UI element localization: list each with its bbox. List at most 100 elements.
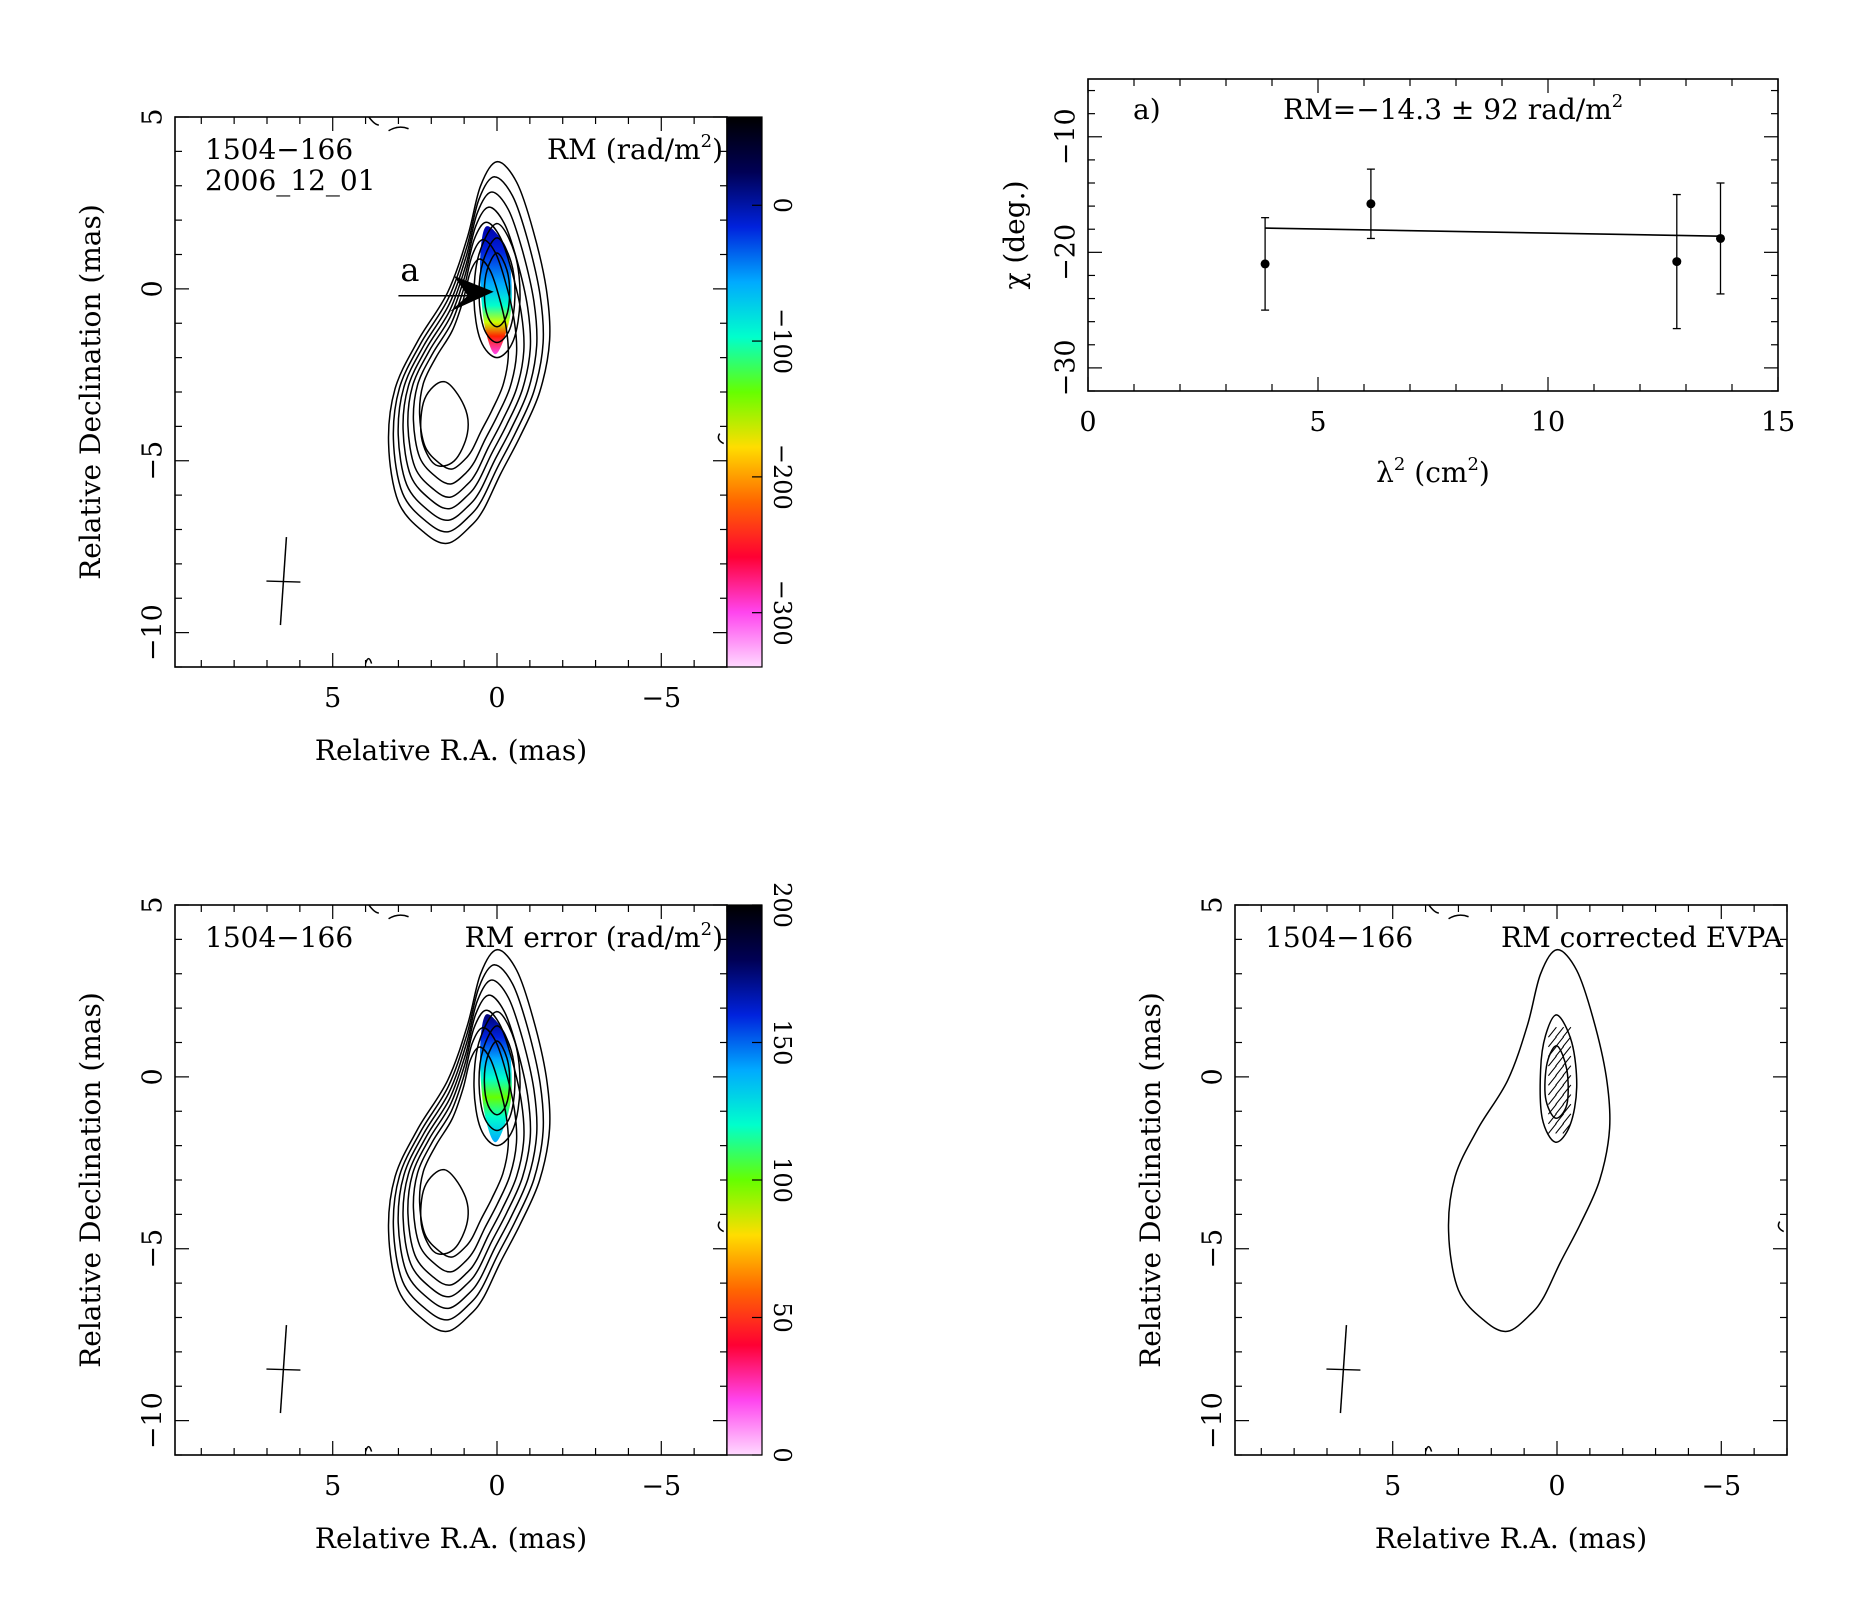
edge-artifact — [364, 1445, 373, 1452]
contour-line — [473, 1010, 521, 1147]
evpa-vector — [1562, 1094, 1572, 1105]
contour-line — [473, 222, 521, 359]
chart-rm-map: 5 0 −5 5 0 −5 −10 Relative R.A. (mas) Relative D… — [74, 108, 796, 767]
edge-artifact — [1428, 905, 1439, 914]
evpa-vector — [1562, 1084, 1572, 1096]
arrow-label: a — [400, 251, 419, 289]
x-axis-label: Relative R.A. (mas) — [315, 734, 587, 767]
map-content — [266, 905, 725, 1452]
y-tick-label: −10 — [1051, 108, 1082, 165]
evpa-vector — [1547, 1065, 1557, 1077]
chart-rm-fit: 0 5 10 15−10−20−30a) RM=−14.3 ± 92 rad/m2λ2 … — [998, 78, 1795, 489]
contour-line — [418, 258, 510, 470]
edge-artifact — [388, 126, 409, 132]
evpa-vector — [1547, 1046, 1557, 1057]
beam-minor-axis — [266, 1368, 301, 1371]
colorbar-tick-label: −200 — [768, 444, 796, 510]
contour-line — [1539, 1014, 1578, 1143]
edge-artifact — [368, 117, 379, 126]
x-axis-label-text: λ — [1376, 456, 1394, 489]
evpa-vector — [1547, 1036, 1557, 1048]
evpa-vector — [1562, 1036, 1572, 1048]
colorbar-tick-label: 100 — [768, 1157, 796, 1203]
evpa-vector — [1555, 1094, 1565, 1105]
evpa-vector — [1555, 1046, 1565, 1057]
contour-line — [483, 252, 511, 328]
y-tick-label: 0 — [138, 1068, 169, 1085]
edge-artifact — [364, 657, 373, 664]
evpa-vector — [1555, 1084, 1565, 1096]
y-tick-label: 0 — [1198, 1068, 1229, 1085]
date-label: 2006_12_01 — [205, 164, 376, 197]
quantity-text: RM error (rad/m — [465, 921, 701, 954]
contour-line — [392, 176, 545, 533]
edge-artifact — [717, 433, 725, 445]
x-tick-label: 0 — [488, 683, 505, 714]
evpa-vector — [1547, 1074, 1557, 1086]
x-tick-label: 0 — [488, 1471, 505, 1502]
contour-line — [483, 1040, 511, 1116]
x-tick-label: −5 — [1701, 1471, 1741, 1502]
evpa-vector — [1555, 1026, 1565, 1038]
source-label: 1504−166 — [1265, 921, 1413, 954]
y-tick-label: 5 — [1198, 896, 1229, 913]
data-point — [1716, 233, 1725, 243]
plot-frame — [1087, 78, 1779, 392]
edge-artifact — [717, 1221, 725, 1233]
evpa-vector — [1547, 1026, 1557, 1038]
contour-line — [419, 380, 469, 467]
plot-frame — [174, 904, 728, 1456]
rm-annotation-text: RM=−14.3 ± 92 rad/m — [1283, 93, 1612, 126]
quantity-close: ) — [712, 133, 723, 166]
evpa-vector — [1555, 1113, 1565, 1125]
evpa-vector — [1562, 1026, 1572, 1038]
x-axis-label-close: ) — [1479, 456, 1490, 489]
evpa-vector — [1547, 1094, 1557, 1105]
source-label: 1504−166 — [205, 921, 353, 954]
contour-line — [478, 1025, 516, 1132]
evpa-vector — [1547, 1123, 1557, 1134]
y-tick-label: 5 — [138, 108, 169, 125]
map-content — [266, 117, 725, 664]
y-tick-label: −5 — [138, 1229, 169, 1269]
fit-line — [1265, 227, 1721, 237]
x-axis-label-unit: (cm — [1405, 456, 1467, 489]
evpa-vector — [1547, 1055, 1557, 1067]
arrow-head — [449, 275, 494, 312]
contour-line — [387, 160, 551, 545]
evpa-vector — [1555, 1074, 1565, 1086]
contour-line — [402, 994, 532, 1298]
x-axis-label: Relative R.A. (mas) — [1375, 1522, 1647, 1555]
source-label: 1504−166 — [205, 133, 353, 166]
evpa-vector — [1562, 1065, 1572, 1077]
evpa-vector — [1547, 1084, 1557, 1096]
edge-artifact — [368, 905, 379, 914]
y-tick-label: −10 — [138, 1392, 169, 1449]
evpa-vector — [1562, 1103, 1572, 1115]
quantity-text: RM corrected EVPA — [1501, 921, 1784, 954]
x-tick-label: 5 — [324, 683, 341, 714]
x-tick-label: −5 — [641, 1471, 681, 1502]
contour-line — [407, 221, 525, 498]
x-tick-label: 5 — [1309, 407, 1326, 438]
colorbar-tick-label: −100 — [768, 308, 796, 374]
quantity-superscript: 2 — [701, 131, 712, 152]
quantity-label: RM (rad/m2) — [547, 131, 723, 166]
contour-line — [412, 238, 518, 485]
contour-line — [1447, 948, 1611, 1333]
y-tick-label: −5 — [1198, 1229, 1229, 1269]
contour-line — [402, 206, 532, 510]
quantity-superscript: 2 — [701, 919, 712, 940]
quantity-close: ) — [712, 921, 723, 954]
y-tick-label: −5 — [138, 441, 169, 481]
y-tick-label: −10 — [138, 604, 169, 661]
quantity-label: RM corrected EVPA — [1501, 921, 1784, 954]
colorbar-tick-label: 150 — [768, 1020, 796, 1066]
panel-label: a) — [1133, 93, 1161, 126]
evpa-vector — [1547, 1103, 1557, 1115]
rm-annotation: RM=−14.3 ± 92 rad/m2 — [1283, 91, 1623, 126]
y-tick-label: −20 — [1051, 224, 1082, 281]
x-tick-label: 0 — [1079, 407, 1096, 438]
evpa-vector — [1562, 1074, 1572, 1086]
